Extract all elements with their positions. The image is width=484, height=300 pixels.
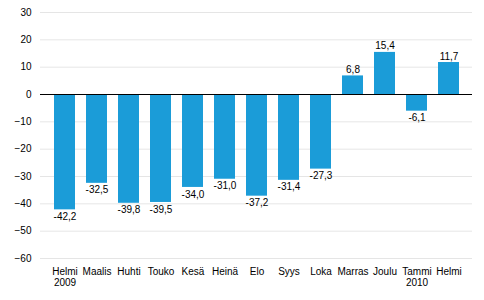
svg-text:11,7: 11,7 (440, 51, 459, 62)
svg-text:-31,0: -31,0 (214, 180, 237, 191)
svg-text:Tammi: Tammi (402, 266, 431, 277)
svg-text:-39,8: -39,8 (118, 204, 141, 215)
svg-text:−60: −60 (15, 253, 32, 264)
svg-text:-31,4: -31,4 (278, 181, 301, 192)
svg-text:20: 20 (20, 34, 32, 45)
svg-text:Joulu: Joulu (373, 266, 397, 277)
svg-text:-42,2: -42,2 (54, 211, 77, 222)
svg-text:-34,0: -34,0 (182, 189, 205, 200)
svg-text:Kesä: Kesä (182, 266, 205, 277)
svg-text:Maalis: Maalis (83, 266, 112, 277)
svg-text:−40: −40 (15, 198, 32, 209)
svg-text:Helmi: Helmi (436, 266, 462, 277)
svg-text:2010: 2010 (406, 277, 429, 288)
svg-text:Huhti: Huhti (117, 266, 140, 277)
svg-text:-37,2: -37,2 (246, 197, 269, 208)
svg-text:10: 10 (20, 61, 32, 72)
svg-text:-39,5: -39,5 (150, 204, 173, 215)
svg-text:Helmi: Helmi (52, 266, 78, 277)
svg-text:6,8: 6,8 (346, 64, 360, 75)
svg-text:Touko: Touko (148, 266, 175, 277)
svg-text:Syys: Syys (278, 266, 300, 277)
svg-text:Marras: Marras (337, 266, 368, 277)
svg-text:Heinä: Heinä (212, 266, 239, 277)
svg-text:15,4: 15,4 (375, 40, 395, 51)
svg-text:-32,5: -32,5 (86, 184, 109, 195)
svg-text:−20: −20 (15, 143, 32, 154)
svg-text:2009: 2009 (54, 277, 77, 288)
svg-text:0: 0 (26, 89, 32, 100)
svg-text:Loka: Loka (310, 266, 332, 277)
svg-text:Elo: Elo (250, 266, 265, 277)
svg-text:−10: −10 (15, 116, 32, 127)
svg-text:30: 30 (20, 7, 32, 18)
svg-text:−30: −30 (15, 171, 32, 182)
svg-text:-27,3: -27,3 (310, 170, 333, 181)
svg-text:−50: −50 (15, 225, 32, 236)
svg-text:-6,1: -6,1 (408, 112, 426, 123)
